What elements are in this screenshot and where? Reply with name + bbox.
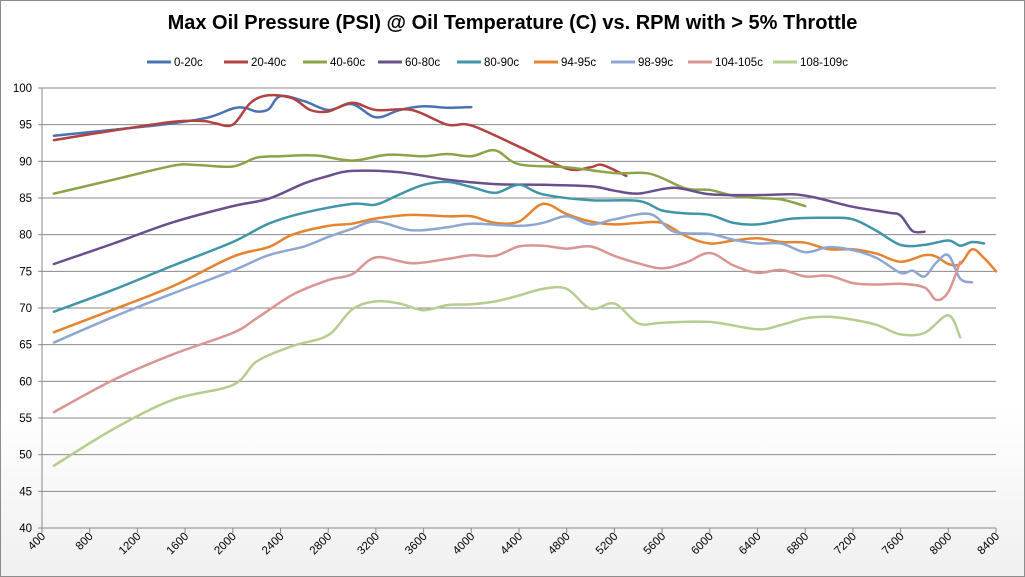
series-lines	[52, 93, 998, 467]
legend-item-60-80c: 60-80c	[378, 57, 440, 69]
y-tick-label: 60	[19, 376, 32, 388]
series-line-108-109c	[52, 285, 962, 467]
legend-label: 60-80c	[405, 57, 440, 69]
series-line-94-95c	[52, 202, 998, 334]
series-line-98-99c	[52, 212, 974, 344]
x-tick-label: 2000	[212, 531, 239, 558]
legend-item-98-99c: 98-99c	[611, 57, 673, 69]
legend-item-94-95c: 94-95c	[534, 57, 596, 69]
x-tick-label: 7200	[832, 531, 859, 558]
y-tick-label: 50	[19, 450, 32, 462]
legend-item-0-20c: 0-20c	[147, 57, 203, 69]
series-line-60-80c	[52, 169, 926, 266]
y-tick-label: 55	[19, 413, 32, 425]
y-tick-label: 45	[19, 486, 32, 498]
legend-label: 98-99c	[638, 57, 673, 69]
series-line-104-105c	[52, 244, 962, 414]
legend: 0-20c 20-40c 40-60c 60-80c 80-90c 94-95c 98-99…	[147, 57, 848, 69]
x-tick-label: 6800	[785, 531, 812, 558]
y-tick-label: 70	[19, 303, 32, 315]
legend-label: 108-109c	[800, 57, 848, 69]
y-tick-label: 90	[19, 156, 32, 168]
chart-title: Max Oil Pressure (PSI) @ Oil Temperature…	[167, 12, 858, 34]
x-tick-label: 1200	[117, 531, 144, 558]
legend-label: 94-95c	[561, 57, 596, 69]
series-line-40-60c	[52, 148, 807, 208]
x-tick-label: 3200	[355, 531, 382, 558]
x-tick-label: 6000	[689, 531, 716, 558]
legend-item-108-109c: 108-109c	[773, 57, 848, 69]
legend-item-20-40c: 20-40c	[224, 57, 286, 69]
x-tick-label: 8000	[928, 531, 955, 558]
x-tick-label: 6400	[737, 531, 764, 558]
y-tick-label: 65	[19, 340, 32, 352]
legend-item-40-60c: 40-60c	[303, 57, 365, 69]
legend-label: 0-20c	[174, 57, 203, 69]
x-tick-label: 5600	[642, 531, 669, 558]
legend-label: 104-105c	[715, 57, 763, 69]
legend-label: 40-60c	[330, 57, 365, 69]
y-tick-label: 40	[19, 523, 32, 535]
x-tick-label: 4800	[546, 531, 573, 558]
x-tick-label: 1600	[165, 531, 192, 558]
series-line-80-90c	[52, 180, 986, 313]
series-line-20-40c	[52, 93, 628, 178]
x-tick-label: 5200	[594, 531, 621, 558]
x-tick-label: 2800	[308, 531, 335, 558]
x-tick-label: 3600	[403, 531, 430, 558]
x-tick-label: 8400	[976, 531, 1003, 558]
x-tick-label: 4400	[499, 531, 526, 558]
legend-label: 80-90c	[484, 57, 519, 69]
legend-label: 20-40c	[251, 57, 286, 69]
legend-item-80-90c: 80-90c	[457, 57, 519, 69]
x-tick-label: 2400	[260, 531, 287, 558]
y-tick-label: 80	[19, 230, 32, 242]
y-tick-label: 85	[19, 193, 32, 205]
x-tick-label: 7600	[880, 531, 907, 558]
x-tick-label: 800	[74, 531, 96, 553]
y-tick-label: 100	[13, 83, 32, 95]
y-tick-label: 95	[19, 120, 32, 132]
x-tick-label: 4000	[451, 531, 478, 558]
y-tick-label: 75	[19, 266, 32, 278]
legend-item-104-105c: 104-105c	[688, 57, 763, 69]
